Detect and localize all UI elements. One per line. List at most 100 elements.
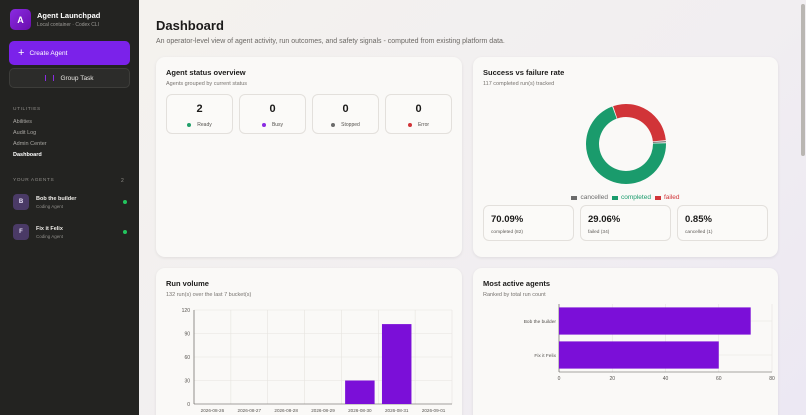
x-tick-label: 2026-08-31: [385, 408, 409, 413]
agent-role: Coding Agent: [36, 203, 64, 209]
donut-slice-cancelled[interactable]: [652, 141, 666, 143]
chart-legend: cancelled completed failed: [473, 194, 778, 201]
status-dot: [331, 122, 336, 127]
stat-ready: 2 Ready: [166, 94, 233, 134]
online-status-dot: [123, 200, 127, 204]
stat-label: Ready: [197, 122, 212, 128]
stat-value: 0: [269, 103, 276, 115]
nav-item-audit-log[interactable]: Audit Log: [13, 130, 37, 136]
agent-item[interactable]: B Bob the builder Coding Agent: [13, 192, 127, 212]
card-subtitle: Ranked by total run count: [483, 292, 546, 298]
group-task-label: Group Task: [60, 74, 94, 82]
card-subtitle: 132 run(s) over the last 7 bucket(s): [166, 292, 252, 298]
rate-label: failed (34): [588, 230, 610, 235]
agent-name: Fix it Felix: [36, 225, 63, 232]
status-dot: [187, 122, 192, 127]
rate-percent: 0.85%: [685, 214, 712, 225]
stat-label: Busy: [271, 122, 284, 128]
agent-item[interactable]: F Fix it Felix Coding Agent: [13, 222, 127, 242]
group-icon: [45, 75, 55, 81]
y-tick-label: 0: [187, 402, 190, 408]
card-title: Success vs failure rate: [483, 68, 565, 77]
y-tick-label: Fix it Felix: [534, 353, 556, 359]
rate-label: cancelled (1): [685, 230, 713, 235]
x-tick-label: 2026-08-30: [348, 408, 372, 413]
legend-item-completed[interactable]: completed: [611, 194, 651, 201]
y-tick-label: 90: [184, 332, 190, 338]
avatar: F: [13, 224, 29, 240]
app-logo: A: [10, 9, 31, 30]
app-title: Agent Launchpad: [37, 11, 101, 20]
nav-item-dashboard[interactable]: Dashboard: [13, 152, 42, 158]
x-tick-label: 2026-08-28: [274, 408, 298, 413]
stat-value: 0: [415, 103, 422, 115]
agent-role: Coding Agent: [36, 233, 64, 239]
group-task-button[interactable]: Group Task: [9, 68, 130, 88]
rate-percent: 70.09%: [491, 214, 524, 225]
bar-Bob the builder[interactable]: [559, 307, 751, 335]
your-agents-heading: YOUR AGENTS: [13, 178, 55, 183]
brand[interactable]: A Agent Launchpad Local container · Code…: [10, 9, 100, 30]
stat-label: Error: [417, 122, 430, 128]
app-subtitle: Local container · Codex CLI: [37, 22, 99, 28]
x-tick-label: 2026-08-29: [311, 408, 335, 413]
stat-label: Stopped: [341, 122, 360, 128]
agent-name: Bob the builder: [36, 195, 77, 202]
x-tick-label: 0: [558, 376, 561, 382]
active-agents-chart: 0 20 40 60 80 Bob the builder Fix it Felix: [524, 304, 775, 382]
bar-Fix it Felix[interactable]: [559, 341, 719, 369]
create-agent-label: Create Agent: [29, 49, 68, 57]
x-tick-label: 60: [716, 376, 722, 382]
x-tick-label: 2026-08-27: [238, 408, 262, 413]
rate-completed: 70.09% completed (82): [483, 205, 574, 241]
stat-stopped: 0 Stopped: [312, 94, 379, 134]
legend-swatch: [571, 195, 578, 200]
donut-slice-completed[interactable]: [586, 106, 666, 185]
card-subtitle: 117 completed run(s) tracked: [483, 81, 555, 87]
run-volume-chart: 0 30 60 90 120 2026-08-26 2026-08-27 2026-08-28…: [182, 308, 453, 413]
stat-value: 0: [342, 103, 349, 115]
agents-count: 2: [121, 178, 124, 184]
agent-status-card: Agent status overview Agents grouped by …: [156, 57, 462, 257]
x-tick-label: 2026-09-01: [422, 408, 446, 413]
success-rate-card: Success vs failure rate 117 completed ru…: [473, 57, 778, 257]
card-title: Most active agents: [483, 279, 551, 288]
rate-cancelled: 0.85% cancelled (1): [677, 205, 768, 241]
bar-2026-08-30[interactable]: [345, 380, 375, 405]
y-tick-label: 120: [182, 308, 191, 314]
card-subtitle: Agents grouped by current status: [166, 81, 248, 87]
run-volume-card: Run volume 132 run(s) over the last 7 bu…: [156, 268, 462, 415]
rate-failed: 29.06% failed (34): [580, 205, 671, 241]
status-dot: [407, 122, 412, 127]
y-tick-label: Bob the builder: [524, 319, 557, 325]
donut-slice-failed[interactable]: [613, 104, 666, 142]
stat-value: 2: [196, 103, 203, 115]
rate-percent: 29.06%: [588, 214, 621, 225]
legend-item-failed[interactable]: failed: [654, 194, 680, 201]
active-agents-card: Most active agents Ranked by total run c…: [473, 268, 778, 415]
nav-item-abilities[interactable]: Abilities: [13, 119, 32, 125]
utilities-heading: UTILITIES: [13, 107, 41, 112]
x-tick-label: 80: [769, 376, 775, 382]
legend-item-cancelled[interactable]: cancelled: [571, 194, 608, 201]
x-tick-label: 20: [609, 376, 615, 382]
legend-swatch: [654, 195, 661, 200]
y-tick-label: 60: [184, 355, 190, 361]
stat-error: 0 Error: [385, 94, 452, 134]
legend-label: completed: [620, 194, 651, 201]
donut-chart: [586, 104, 666, 185]
y-tick-label: 30: [184, 379, 190, 385]
nav-item-admin-center[interactable]: Admin Center: [13, 141, 47, 147]
scrollbar[interactable]: [801, 4, 805, 156]
legend-label: failed: [663, 194, 680, 201]
create-agent-button[interactable]: + Create Agent: [9, 41, 130, 65]
plus-icon: +: [18, 46, 25, 59]
page-subtitle: An operator-level view of agent activity…: [156, 38, 505, 45]
main-content: Dashboard An operator-level view of agen…: [139, 0, 806, 415]
card-title: Run volume: [166, 279, 209, 288]
page-title: Dashboard: [156, 18, 224, 33]
status-dot: [261, 122, 266, 127]
legend-label: cancelled: [580, 194, 608, 201]
stat-busy: 0 Busy: [239, 94, 306, 134]
bar-2026-08-31[interactable]: [381, 324, 412, 404]
